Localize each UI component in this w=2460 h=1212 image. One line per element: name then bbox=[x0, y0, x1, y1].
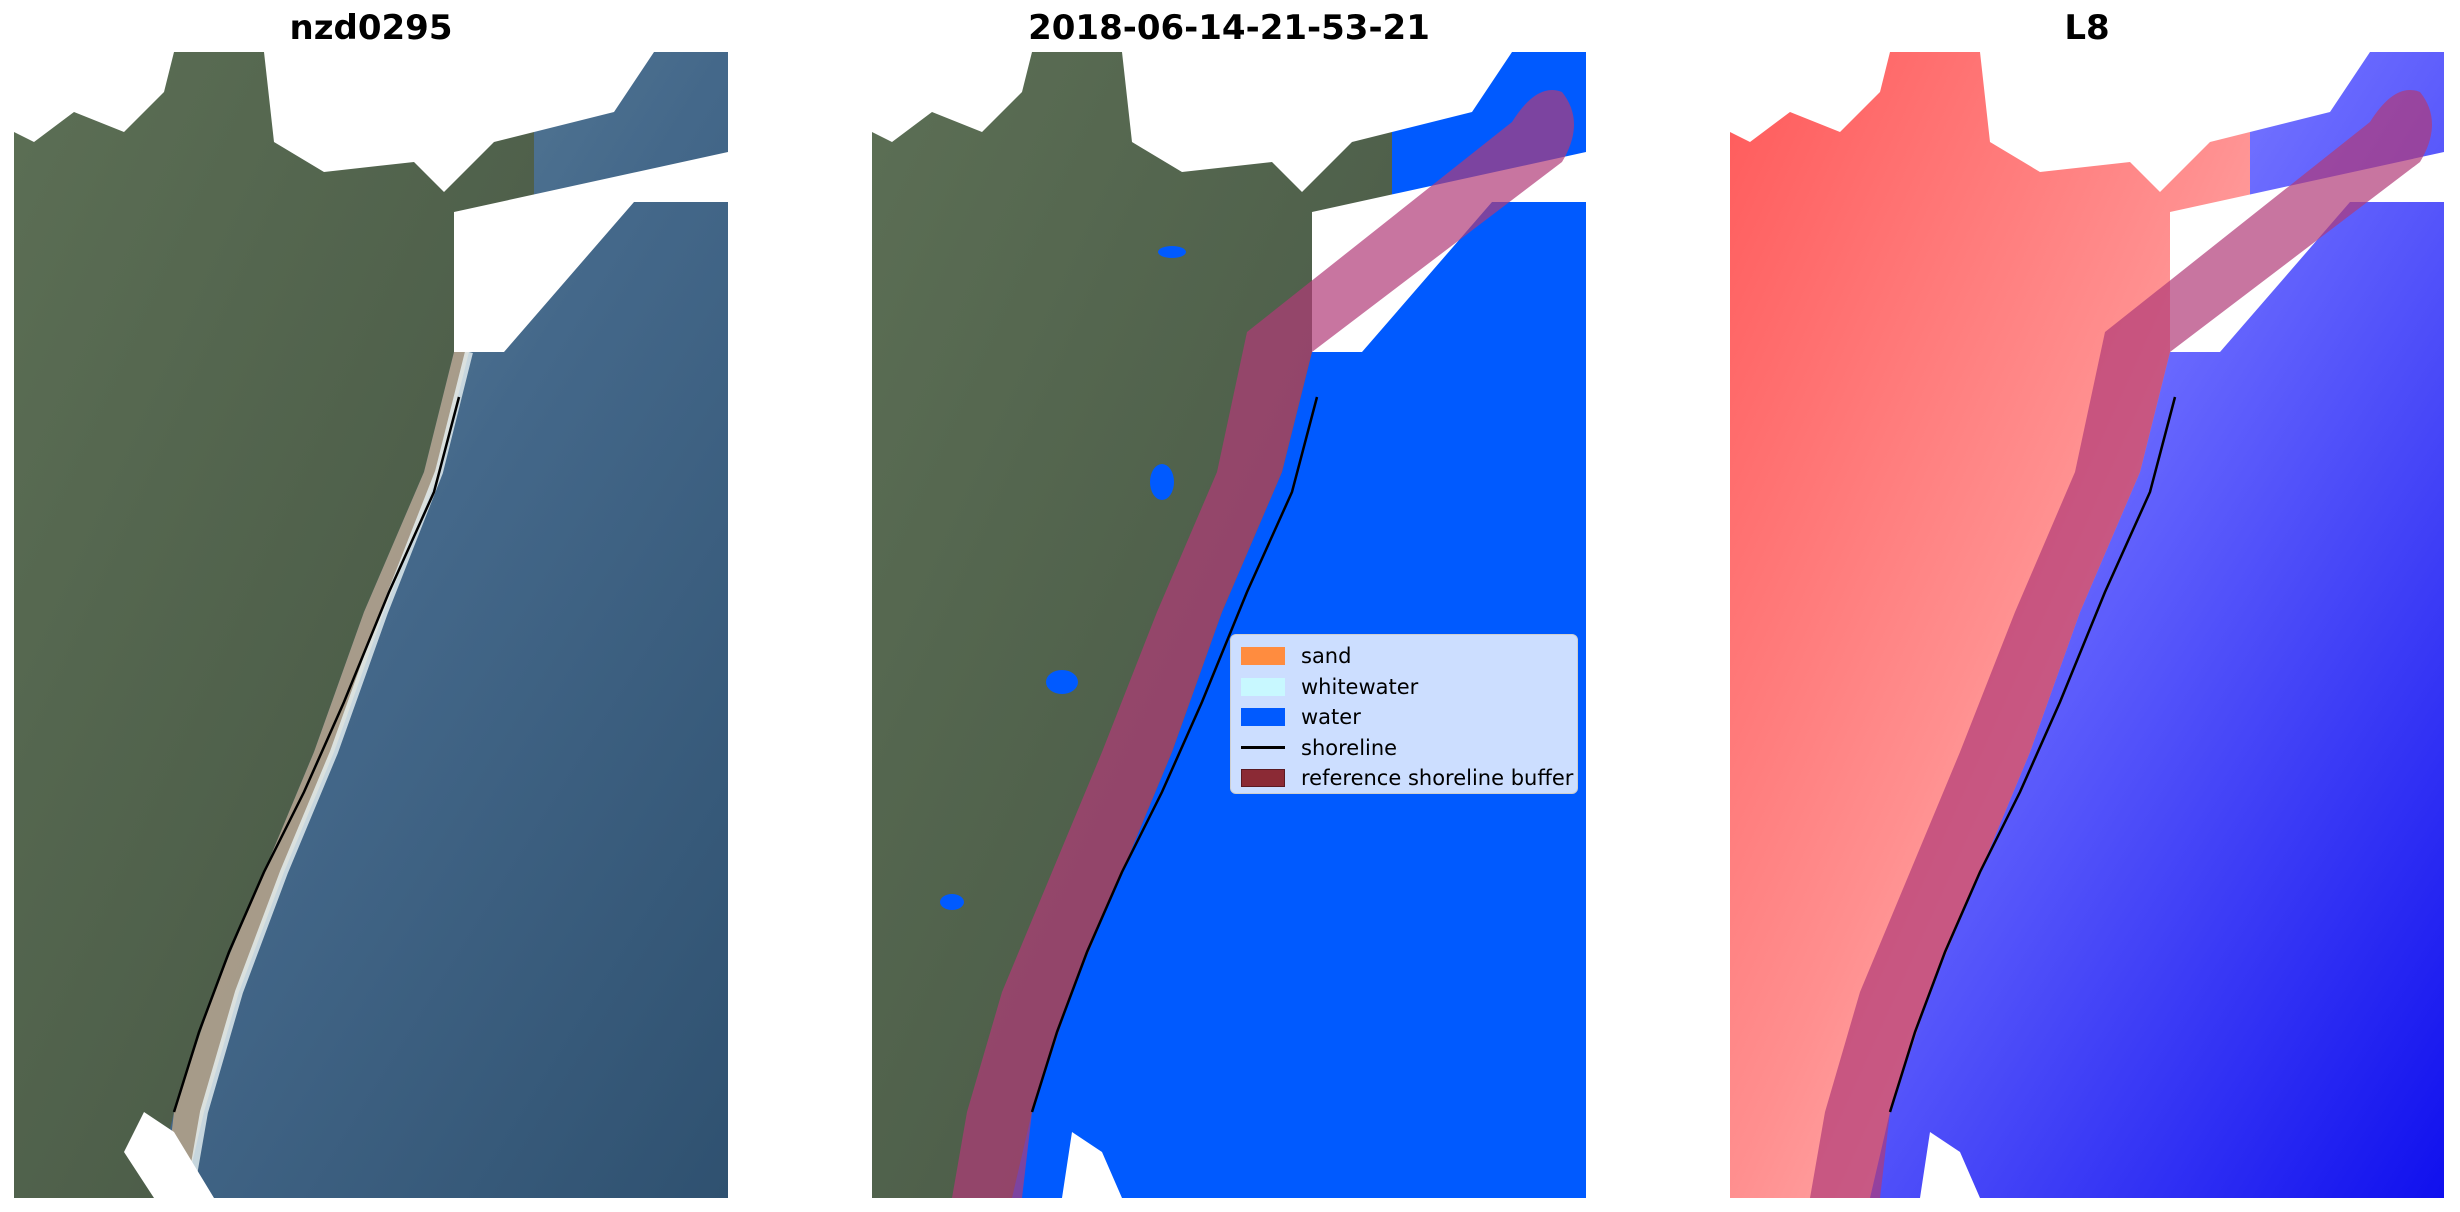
legend-swatch bbox=[1241, 769, 1285, 788]
panel-title-rgb: nzd0295 bbox=[289, 8, 453, 48]
shoreline-line bbox=[1030, 396, 1319, 1113]
legend-item-shoreline: shoreline bbox=[1241, 733, 1567, 764]
spectral-index-image bbox=[1730, 52, 2444, 1198]
inland-water bbox=[940, 894, 964, 910]
legend-label: whitewater bbox=[1301, 674, 1419, 699]
rgb-satellite-image bbox=[14, 52, 728, 1198]
legend-label: sand bbox=[1301, 644, 1352, 669]
legend-swatch bbox=[1241, 647, 1285, 666]
inland-water bbox=[1150, 464, 1174, 500]
reference-shoreline-buffer bbox=[1810, 90, 2432, 1198]
classification-legend: sand whitewater water shoreline referenc… bbox=[1230, 634, 1578, 794]
reference-shoreline-buffer bbox=[952, 90, 1574, 1198]
surf-zone bbox=[185, 351, 473, 1198]
inland-water bbox=[1046, 670, 1078, 694]
legend-swatch bbox=[1241, 677, 1285, 696]
shoreline-line bbox=[1888, 396, 2177, 1113]
panel-title-index: L8 bbox=[2064, 8, 2110, 48]
inland-water bbox=[1158, 246, 1186, 258]
legend-item-sand: sand bbox=[1241, 641, 1567, 672]
classification-image bbox=[872, 52, 1586, 1198]
legend-item-reference-buffer: reference shoreline buffer bbox=[1241, 763, 1573, 794]
panel-title-classification: 2018-06-14-21-53-21 bbox=[1028, 8, 1430, 48]
legend-label: water bbox=[1301, 705, 1361, 730]
legend-item-water: water bbox=[1241, 702, 1567, 733]
legend-label: reference shoreline buffer bbox=[1301, 766, 1574, 791]
legend-swatch bbox=[1241, 708, 1285, 727]
legend-label: shoreline bbox=[1301, 735, 1398, 760]
legend-item-whitewater: whitewater bbox=[1241, 672, 1567, 703]
shoreline-line bbox=[172, 396, 461, 1113]
land-area bbox=[14, 52, 534, 1198]
legend-swatch bbox=[1241, 746, 1285, 750]
